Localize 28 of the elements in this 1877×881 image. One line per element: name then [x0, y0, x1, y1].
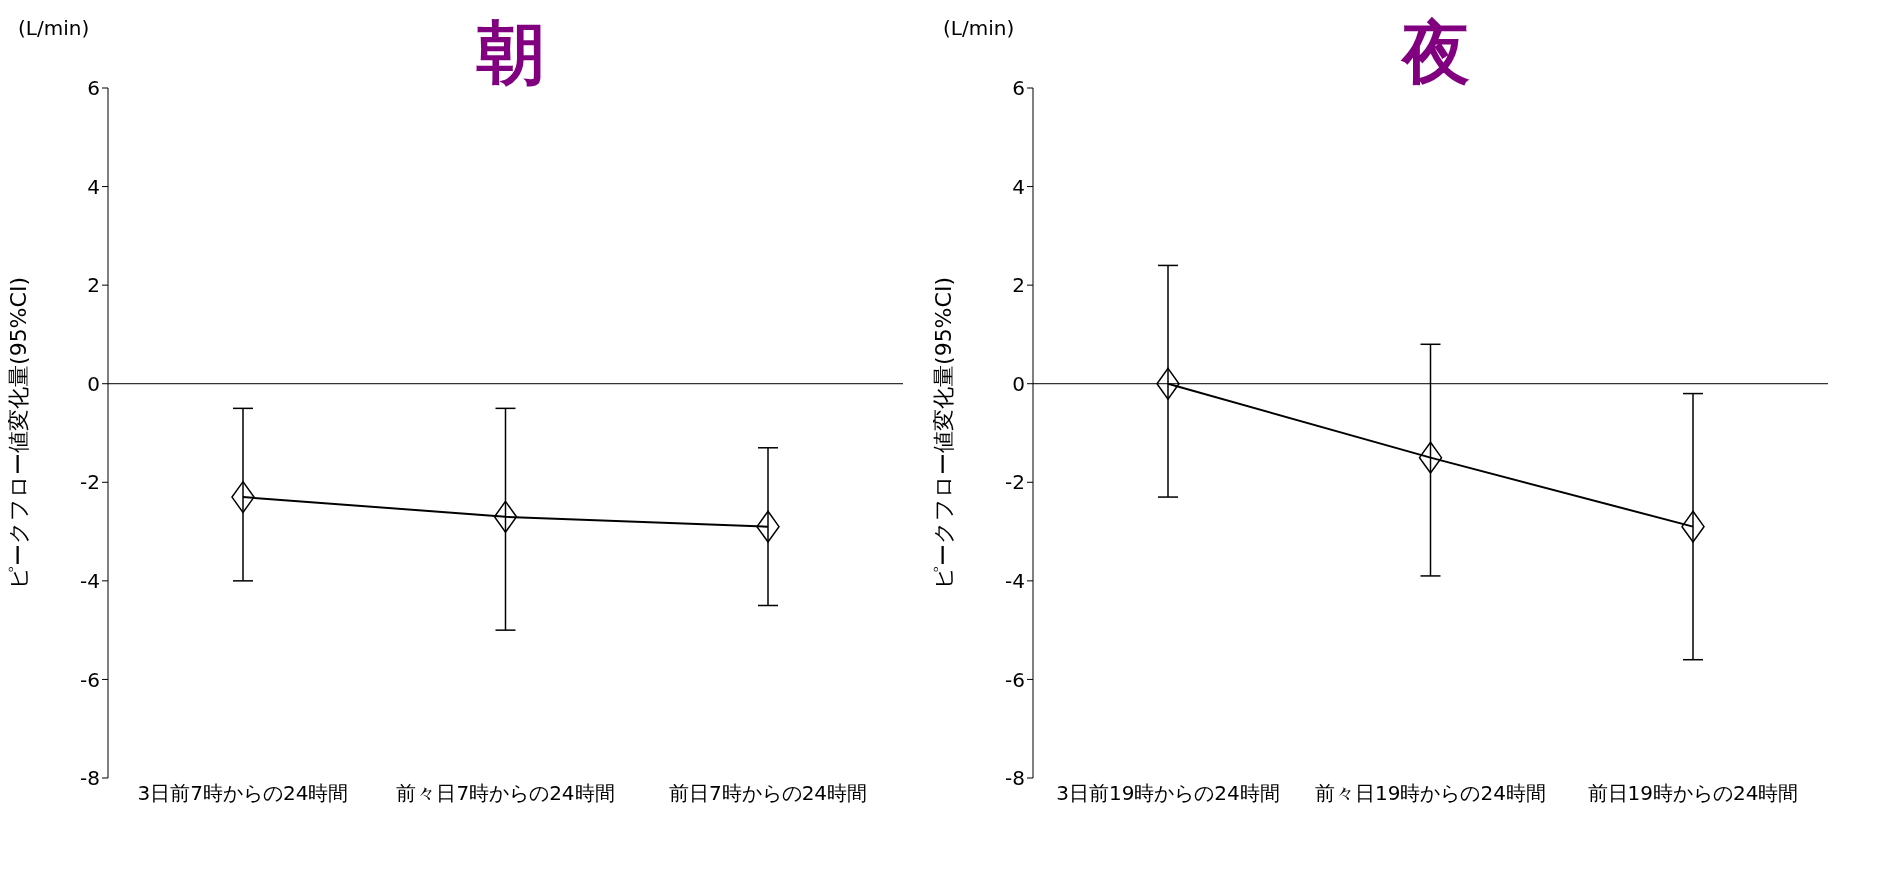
y-axis-title: ピークフロー値変化量(95%CI) [5, 277, 31, 589]
y-tick-label: -8 [80, 766, 100, 791]
y-tick-label: -8 [1005, 766, 1025, 791]
y-tick-label: 2 [87, 273, 100, 298]
y-tick-label: -2 [1005, 470, 1025, 495]
y-tick-label: -6 [80, 667, 100, 692]
y-tick-label: 4 [87, 174, 100, 199]
x-tick-label: 3日前7時からの24時間 [137, 781, 349, 806]
y-axis-title: ピークフロー値変化量(95%CI) [930, 277, 956, 589]
x-tick-label: 前日19時からの24時間 [1587, 781, 1799, 806]
x-tick-label: 前日7時からの24時間 [668, 781, 868, 806]
y-tick-label: 0 [87, 371, 100, 396]
y-tick-label: 6 [1012, 76, 1025, 101]
y-tick-label: -4 [1005, 568, 1025, 593]
text: (L/min) [943, 16, 1015, 40]
y-tick-label: -2 [80, 470, 100, 495]
x-tick-label: 3日前19時からの24時間 [1056, 781, 1280, 806]
y-tick-label: 4 [1012, 174, 1025, 199]
x-tick-label: 前々日7時からの24時間 [396, 781, 615, 806]
chart-title: 朝 [476, 13, 545, 92]
y-tick-label: -4 [80, 568, 100, 593]
y-tick-label: 6 [87, 76, 100, 101]
y-tick-label: -6 [1005, 667, 1025, 692]
x-tick-label: 前々日19時からの24時間 [1315, 781, 1546, 806]
text: (L/min) [18, 16, 90, 40]
chart-title: 夜 [1401, 13, 1470, 92]
y-tick-label: 2 [1012, 273, 1025, 298]
y-tick-label: 0 [1012, 371, 1025, 396]
